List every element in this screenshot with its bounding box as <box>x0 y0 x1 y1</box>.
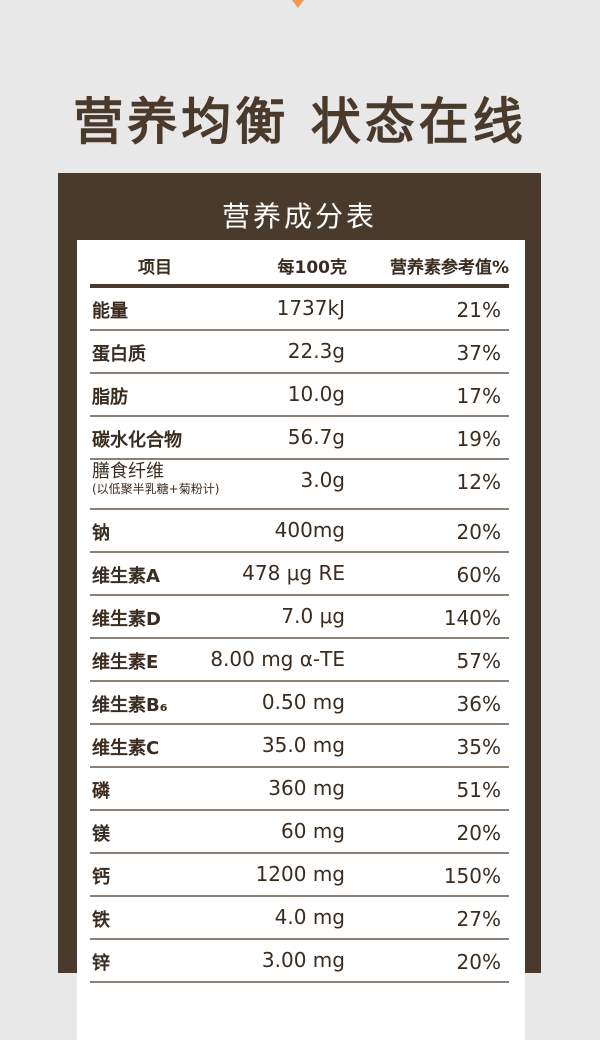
nutrient-name-text: 脂肪 <box>92 387 128 408</box>
table-body: 能量 1737kJ 21% 蛋白质 22.3g 37% 脂肪 10.0g 17% 碳水化合物 56.… <box>90 288 509 983</box>
nutrient-name: 锌 <box>92 949 110 975</box>
amount-per-100g: 1200 mg <box>255 862 345 886</box>
nrv-percent: 51% <box>456 778 501 802</box>
amount-per-100g: 0.50 mg <box>261 690 345 714</box>
amount-per-100g: 7.0 μg <box>281 604 345 628</box>
nutrient-name: 维生素A <box>92 562 160 588</box>
nutrition-panel: 营养成分表 项目 每100克 营养素参考值% 能量 1737kJ 21% 蛋白质 22.… <box>58 173 541 1040</box>
amount-per-100g: 400mg <box>274 518 345 542</box>
amount-per-100g: 22.3g <box>287 339 345 363</box>
nutrient-name-text: 铁 <box>92 910 110 931</box>
nrv-percent: 140% <box>443 606 501 630</box>
nutrient-note: (以低聚半乳糖+菊粉计) <box>92 482 220 496</box>
panel-title: 营养成分表 <box>221 200 377 233</box>
table-row: 脂肪 10.0g 17% <box>90 374 509 417</box>
nrv-percent: 12% <box>456 470 501 494</box>
column-header-nrv: 营养素参考值% <box>389 258 509 278</box>
column-header-per-100g: 每100克 <box>277 258 348 278</box>
nutrient-name: 蛋白质 <box>92 340 146 366</box>
table-row: 钠 400mg 20% <box>90 510 509 553</box>
nrv-percent: 57% <box>456 649 501 673</box>
amount-per-100g: 10.0g <box>287 382 345 406</box>
nrv-percent: 20% <box>456 950 501 974</box>
table-row: 维生素B₆ 0.50 mg 36% <box>90 682 509 725</box>
nutrient-name: 维生素D <box>92 605 161 631</box>
nrv-percent: 60% <box>456 563 501 587</box>
nutrient-name: 钠 <box>92 519 110 545</box>
nrv-percent: 27% <box>456 907 501 931</box>
table-row: 镁 60 mg 20% <box>90 811 509 854</box>
orange-arrow-icon <box>292 0 304 8</box>
amount-per-100g: 3.0g <box>300 468 345 492</box>
amount-per-100g: 1737kJ <box>276 296 345 320</box>
nrv-percent: 35% <box>456 735 501 759</box>
table-row: 维生素E 8.00 mg α-TE 57% <box>90 639 509 682</box>
amount-per-100g: 60 mg <box>281 819 345 843</box>
nrv-percent: 20% <box>456 821 501 845</box>
table-row: 维生素A 478 μg RE 60% <box>90 553 509 596</box>
table-row: 碳水化合物 56.7g 19% <box>90 417 509 460</box>
amount-per-100g: 3.00 mg <box>261 948 345 972</box>
amount-per-100g: 360 mg <box>268 776 345 800</box>
table-row: 磷 360 mg 51% <box>90 768 509 811</box>
nutrient-name-text: 能量 <box>92 301 128 322</box>
nutrient-name-text: 膳食纤维 <box>92 461 164 482</box>
nutrient-name: 磷 <box>92 777 110 803</box>
nutrient-name-text: 维生素B₆ <box>92 695 168 716</box>
table-row: 膳食纤维 (以低聚半乳糖+菊粉计) 3.0g 12% <box>90 460 509 510</box>
nutrient-name: 镁 <box>92 820 110 846</box>
amount-per-100g: 8.00 mg α-TE <box>210 647 345 671</box>
table-row: 能量 1737kJ 21% <box>90 288 509 331</box>
amount-per-100g: 478 μg RE <box>242 561 345 585</box>
nutrient-name-text: 碳水化合物 <box>92 430 182 451</box>
nutrient-name-text: 磷 <box>92 781 110 802</box>
nutrient-name-text: 镁 <box>92 824 110 845</box>
nrv-percent: 21% <box>456 298 501 322</box>
nutrient-name: 钙 <box>92 863 110 889</box>
nutrient-name-text: 锌 <box>92 953 110 974</box>
nutrient-name: 维生素C <box>92 734 159 760</box>
nutrition-table: 项目 每100克 营养素参考值% 能量 1737kJ 21% 蛋白质 22.3g 37% 脂… <box>77 240 525 1040</box>
column-header-item: 项目 <box>138 258 172 278</box>
nutrient-name: 膳食纤维 (以低聚半乳糖+菊粉计) <box>92 461 220 497</box>
nutrient-name-text: 维生素E <box>92 652 159 673</box>
amount-per-100g: 4.0 mg <box>274 905 345 929</box>
nutrient-name: 维生素B₆ <box>92 691 168 717</box>
nutrient-name: 碳水化合物 <box>92 426 182 452</box>
nutrient-name-text: 维生素C <box>92 738 160 759</box>
table-row: 钙 1200 mg 150% <box>90 854 509 897</box>
nrv-percent: 19% <box>456 427 501 451</box>
nrv-percent: 17% <box>456 384 501 408</box>
table-row: 锌 3.00 mg 20% <box>90 940 509 983</box>
nutrient-name-text: 蛋白质 <box>92 344 146 365</box>
table-row: 蛋白质 22.3g 37% <box>90 331 509 374</box>
nrv-percent: 37% <box>456 341 501 365</box>
nutrient-name-text: 钠 <box>92 523 110 544</box>
nrv-percent: 36% <box>456 692 501 716</box>
nutrient-name: 脂肪 <box>92 383 128 409</box>
nutrient-name-text: 维生素D <box>92 609 161 630</box>
table-row: 铁 4.0 mg 27% <box>90 897 509 940</box>
nutrient-name: 铁 <box>92 906 110 932</box>
table-row: 维生素D 7.0 μg 140% <box>90 596 509 639</box>
nutrient-name-text: 钙 <box>92 867 110 888</box>
nutrient-name: 维生素E <box>92 648 158 674</box>
nutrient-name-text: 维生素A <box>92 566 160 587</box>
table-header: 项目 每100克 营养素参考值% <box>90 240 509 288</box>
headline: 营养均衡 状态在线 <box>73 93 527 151</box>
nrv-percent: 20% <box>456 520 501 544</box>
amount-per-100g: 35.0 mg <box>261 733 345 757</box>
amount-per-100g: 56.7g <box>287 425 345 449</box>
nutrient-name: 能量 <box>92 297 128 323</box>
nrv-percent: 150% <box>443 864 501 888</box>
table-row: 维生素C 35.0 mg 35% <box>90 725 509 768</box>
